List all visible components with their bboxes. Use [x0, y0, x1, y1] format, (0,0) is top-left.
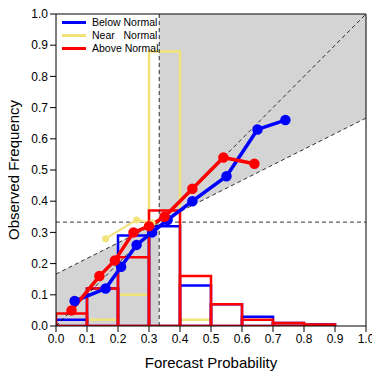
svg-text:0.5: 0.5 — [31, 163, 48, 177]
html-text:Above Normal: Above Normal — [92, 42, 159, 54]
svg-text:0.7: 0.7 — [31, 101, 48, 115]
svg-text:0.4: 0.4 — [31, 194, 48, 208]
svg-text:0.8: 0.8 — [31, 70, 48, 84]
svg-text:0.0: 0.0 — [31, 319, 48, 333]
svg-text:0.1: 0.1 — [79, 332, 96, 346]
html-text:Near Normal: Near Normal — [92, 29, 158, 41]
svg-text:Forecast Probability: Forecast Probability — [145, 354, 278, 371]
svg-text:0.8: 0.8 — [296, 332, 313, 346]
html-text:Below Normal: Below Normal — [92, 16, 158, 28]
svg-text:1.0: 1.0 — [31, 8, 48, 21]
svg-text:0.3: 0.3 — [31, 226, 48, 240]
svg-text:0.2: 0.2 — [31, 257, 48, 271]
svg-text:0.6: 0.6 — [234, 332, 251, 346]
svg-text:0.3: 0.3 — [141, 332, 158, 346]
svg-text:1.0: 1.0 — [358, 332, 372, 346]
svg-text:0.7: 0.7 — [265, 332, 282, 346]
svg-text:0.2: 0.2 — [110, 332, 127, 346]
svg-text:0.5: 0.5 — [203, 332, 220, 346]
svg-text:0.6: 0.6 — [31, 132, 48, 146]
svg-text:0.9: 0.9 — [31, 38, 48, 52]
svg-text:Observed Frequency: Observed Frequency — [8, 99, 22, 240]
svg-text:0.9: 0.9 — [327, 332, 344, 346]
svg-text:0.4: 0.4 — [172, 332, 189, 346]
svg-text:0.0: 0.0 — [48, 332, 65, 346]
svg-text:0.1: 0.1 — [31, 288, 48, 302]
